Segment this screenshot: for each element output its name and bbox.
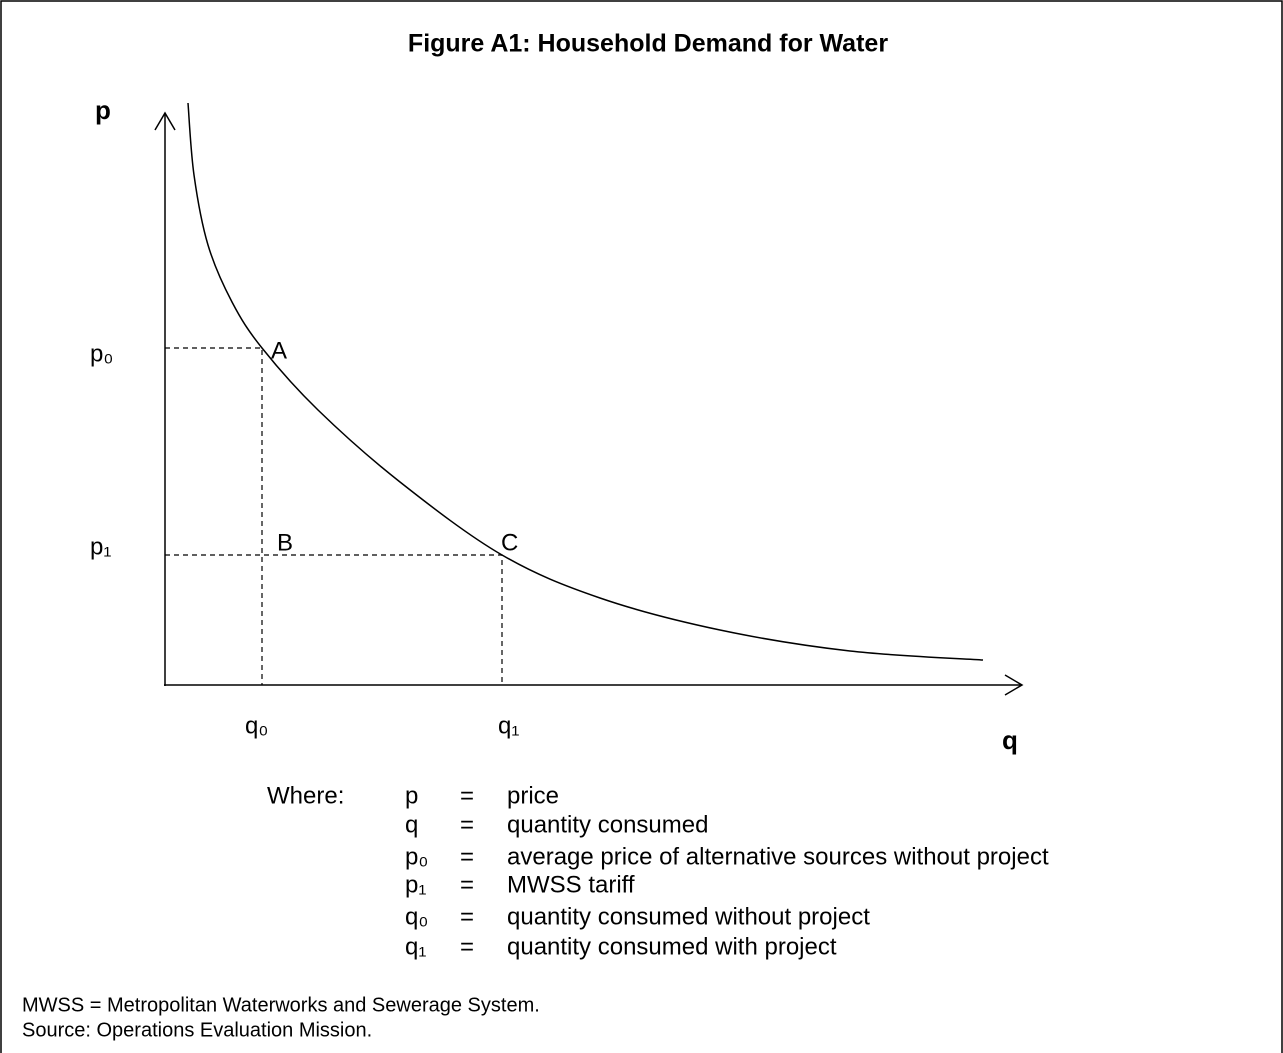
tick-label: q₁ [498, 712, 519, 739]
guide-c [165, 554, 503, 685]
note: MWSS = Metropolitan Waterworks and Sewer… [22, 994, 540, 1016]
legend-symbol: p₁ [405, 871, 426, 898]
legend: p = price q = quantity consumed p₀ = average pri… [405, 782, 1049, 960]
tick-label: p₁ [90, 533, 111, 560]
tick-label: q₀ [245, 712, 268, 739]
legend-sign: = [460, 843, 474, 870]
tick-label: p₀ [90, 340, 113, 367]
legend-sign: = [460, 933, 474, 960]
legend-sign: = [460, 871, 474, 898]
point-label: C [501, 529, 518, 556]
legend-sign: = [460, 811, 474, 838]
legend-meaning: quantity consumed with project [507, 933, 837, 960]
note: Source: Operations Evaluation Mission. [22, 1019, 372, 1041]
point-label: A [271, 337, 287, 364]
legend-symbol: p [405, 782, 418, 809]
legend-meaning: average price of alternative sources wit… [507, 843, 1049, 870]
legend-sign: = [460, 903, 474, 930]
legend-intro: Where: [267, 782, 344, 809]
guide-a [165, 347, 263, 685]
legend-meaning: price [507, 782, 559, 809]
demand-curve [187, 102, 984, 661]
legend-meaning: quantity consumed without project [507, 903, 870, 930]
point-label: B [277, 529, 293, 556]
legend-symbol: q [405, 811, 418, 838]
x-arrow [1004, 674, 1024, 696]
y-arrow [154, 111, 176, 131]
legend-meaning: MWSS tariff [507, 871, 635, 898]
legend-symbol: p₀ [405, 843, 428, 870]
legend-symbol: q₁ [405, 933, 426, 960]
x-label: q [1002, 725, 1018, 755]
legend-meaning: quantity consumed [507, 811, 708, 838]
title: Figure A1: Household Demand for Water [408, 30, 888, 58]
legend-symbol: q₀ [405, 903, 428, 930]
y-label: p [95, 95, 111, 125]
legend-sign: = [460, 782, 474, 809]
